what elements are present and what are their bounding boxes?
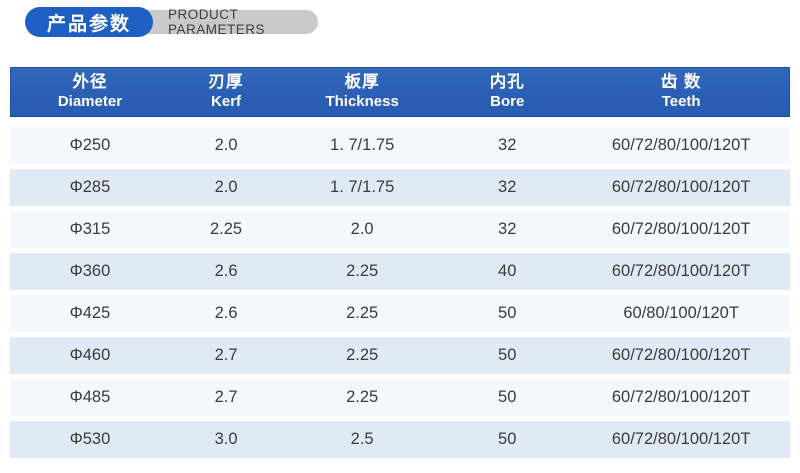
cell-kerf: 2.6 — [214, 304, 238, 322]
cell-thickness: 2.5 — [350, 430, 374, 448]
title-chinese-label: 产品参数 — [46, 13, 131, 35]
header-thickness: 板厚 Thickness — [282, 67, 442, 117]
cell-diameter: Φ285 — [69, 178, 111, 196]
cell-teeth: 60/72/80/100/120T — [611, 220, 751, 238]
cell-diameter: Φ460 — [69, 346, 111, 364]
cell-bore: 50 — [498, 388, 517, 406]
spec-table: 外径 Diameter 刃厚 Kerf 板厚 Thickness 内孔 Bore… — [10, 67, 790, 463]
header-diameter-en: Diameter — [57, 92, 123, 110]
cell-thickness: 2.25 — [346, 262, 379, 280]
cell-teeth: 60/72/80/100/120T — [611, 346, 751, 364]
cell-teeth: 60/72/80/100/120T — [611, 136, 751, 154]
cell-kerf: 3.0 — [214, 430, 238, 448]
cell-diameter: Φ360 — [69, 262, 111, 280]
cell-thickness: 2.25 — [346, 346, 379, 364]
header-bore-zh: 内孔 — [489, 73, 525, 92]
cell-bore: 32 — [498, 178, 517, 196]
cell-diameter: Φ315 — [69, 220, 111, 238]
cell-bore: 40 — [498, 262, 517, 280]
header-teeth: 齿 数 Teeth — [572, 67, 790, 117]
cell-diameter: Φ425 — [69, 304, 111, 322]
table-row: Φ360 2.6 2.25 40 60/72/80/100/120T — [10, 253, 790, 290]
header-thickness-zh: 板厚 — [344, 73, 380, 92]
cell-teeth: 60/72/80/100/120T — [611, 262, 751, 280]
header-thickness-en: Thickness — [325, 92, 399, 110]
header-kerf-en: Kerf — [211, 92, 242, 110]
cell-teeth: 60/72/80/100/120T — [611, 178, 751, 196]
header-kerf: 刃厚 Kerf — [170, 67, 282, 117]
cell-teeth: 60/72/80/100/120T — [611, 430, 751, 448]
title-pill-english: PRODUCT PARAMETERS — [120, 7, 318, 37]
cell-bore: 50 — [498, 346, 517, 364]
cell-bore: 50 — [498, 430, 517, 448]
cell-kerf: 2.0 — [214, 178, 238, 196]
cell-kerf: 2.6 — [214, 262, 238, 280]
cell-kerf: 2.25 — [209, 220, 243, 238]
cell-diameter: Φ250 — [69, 136, 111, 154]
table-row: Φ250 2.0 1. 7/1.75 32 60/72/80/100/120T — [10, 127, 790, 164]
header-diameter: 外径 Diameter — [10, 67, 170, 117]
cell-diameter: Φ530 — [69, 430, 111, 448]
cell-thickness: 2.25 — [346, 304, 379, 322]
header-teeth-zh: 齿 数 — [660, 73, 702, 92]
cell-bore: 32 — [498, 136, 517, 154]
header-bore-en: Bore — [490, 92, 525, 110]
cell-bore: 32 — [498, 220, 517, 238]
cell-kerf: 2.0 — [214, 136, 238, 154]
header-kerf-zh: 刃厚 — [208, 73, 244, 92]
title-badge-chinese: 产品参数 — [25, 7, 153, 37]
cell-diameter: Φ485 — [69, 388, 111, 406]
table-row: Φ530 3.0 2.5 50 60/72/80/100/120T — [10, 421, 790, 458]
header-diameter-zh: 外径 — [72, 73, 108, 92]
cell-thickness: 2.0 — [350, 220, 374, 238]
cell-kerf: 2.7 — [214, 346, 238, 364]
table-header-row: 外径 Diameter 刃厚 Kerf 板厚 Thickness 内孔 Bore… — [10, 67, 790, 117]
cell-thickness: 2.25 — [346, 388, 379, 406]
table-row: Φ460 2.7 2.25 50 60/72/80/100/120T — [10, 337, 790, 374]
cell-thickness: 1. 7/1.75 — [330, 178, 395, 196]
cell-teeth: 60/80/100/120T — [623, 304, 739, 322]
header-bore: 内孔 Bore — [442, 67, 572, 117]
cell-kerf: 2.7 — [214, 388, 238, 406]
table-row: Φ485 2.7 2.25 50 60/72/80/100/120T — [10, 379, 790, 416]
table-row: Φ425 2.6 2.25 50 60/80/100/120T — [10, 295, 790, 332]
header-teeth-en: Teeth — [661, 92, 701, 110]
cell-thickness: 1. 7/1.75 — [330, 136, 395, 154]
table-row: Φ285 2.0 1. 7/1.75 32 60/72/80/100/120T — [10, 169, 790, 206]
title-english-label: PRODUCT PARAMETERS — [168, 7, 266, 37]
table-row: Φ315 2.25 2.0 32 60/72/80/100/120T — [10, 211, 790, 248]
cell-teeth: 60/72/80/100/120T — [611, 388, 751, 406]
cell-bore: 50 — [498, 304, 517, 322]
section-title: PRODUCT PARAMETERS 产品参数 — [0, 0, 800, 44]
